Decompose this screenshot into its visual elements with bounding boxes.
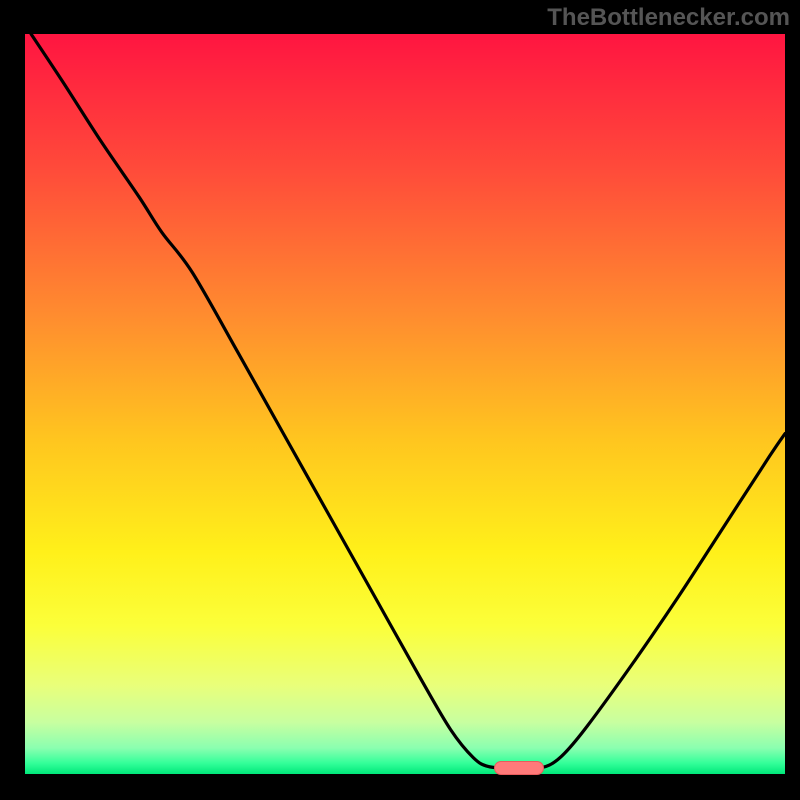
chart-container: TheBottlenecker.com	[0, 0, 800, 800]
optimum-marker	[494, 761, 544, 775]
gradient-background	[25, 34, 785, 774]
watermark-text: TheBottlenecker.com	[547, 4, 790, 32]
plot-area	[25, 34, 785, 774]
